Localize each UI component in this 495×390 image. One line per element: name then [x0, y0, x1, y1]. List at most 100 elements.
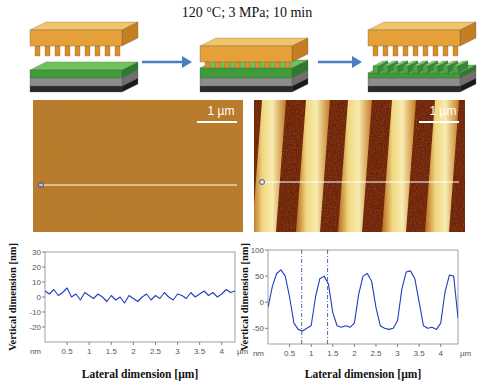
- profile-line: [45, 288, 235, 303]
- afm-texture: [254, 100, 465, 232]
- y-tick-label: 30: [32, 248, 41, 257]
- stack-after: [368, 22, 476, 92]
- mold-tooth: [453, 46, 458, 56]
- y-tick: [265, 276, 268, 277]
- polymer-ridge-front: [393, 66, 398, 73]
- afm-stripe: [382, 100, 416, 232]
- mold-tooth: [245, 62, 250, 68]
- x-axis-title: Lateral dimension [µm]: [82, 368, 199, 381]
- base-front: [368, 86, 460, 92]
- polymer-ridge-side: [378, 61, 388, 73]
- arrow-shaft: [142, 61, 184, 64]
- substrate-front: [30, 78, 122, 86]
- mold-side: [460, 22, 476, 46]
- x-tick-label: 4: [439, 349, 444, 358]
- mold-tooth: [95, 46, 100, 56]
- x-tick-label: 1.5: [106, 347, 118, 356]
- x-tick: [89, 342, 90, 345]
- y-tick-label: 100: [251, 246, 265, 255]
- scan-line: [39, 185, 237, 186]
- polymer-ridge-side: [438, 61, 448, 73]
- scan-line: [260, 182, 459, 183]
- y-tick: [42, 327, 45, 328]
- mold-tooth: [383, 46, 388, 56]
- schematic: 120 °C; 3 MPa; 10 min: [30, 5, 476, 92]
- x-tick: [177, 342, 178, 345]
- base-top: [368, 78, 476, 86]
- afm-background: [33, 100, 243, 232]
- polymer-ridge-front: [443, 66, 448, 73]
- x-tick: [221, 342, 222, 345]
- mold-tooth: [393, 46, 398, 56]
- condition: 120 °C; 3 MPa; 10 min: [182, 5, 312, 20]
- x-tick-label: 0.5: [284, 349, 296, 358]
- mold-tooth: [413, 46, 418, 56]
- y-tick-label: 0: [260, 298, 265, 307]
- x-tick-label: 2: [131, 347, 136, 356]
- x-tick-label: 2.5: [150, 347, 162, 356]
- mold-tooth: [423, 46, 428, 56]
- x-tick-label: 1: [309, 349, 314, 358]
- y-axis-title: Vertical dimension [nm]: [7, 243, 18, 351]
- mold-tooth: [75, 46, 80, 56]
- y-tick-label: 10: [32, 278, 41, 287]
- y-tick-label: 0: [37, 293, 42, 302]
- mold-tooth: [85, 46, 90, 56]
- y-tick: [42, 312, 45, 313]
- x-tick: [155, 342, 156, 345]
- mold-side: [122, 22, 138, 46]
- mold-tooth: [205, 62, 210, 68]
- base-front: [200, 86, 292, 92]
- x-tick: [332, 344, 333, 347]
- substrate-front: [368, 78, 460, 86]
- x-tick: [67, 342, 68, 345]
- scan-marker: [260, 180, 265, 185]
- x-tick: [289, 344, 290, 347]
- polymer-side: [122, 62, 138, 78]
- x-tick: [440, 344, 441, 347]
- y-tick: [265, 328, 268, 329]
- y-unit: nm: [253, 349, 264, 358]
- mold-side: [292, 38, 308, 62]
- data-group: [45, 288, 235, 303]
- y-tick-label: 20: [32, 263, 41, 272]
- x-tick: [397, 344, 398, 347]
- x-tick-label: 3: [395, 349, 400, 358]
- y-tick: [42, 297, 45, 298]
- x-axis-title: Lateral dimension [µm]: [305, 368, 422, 381]
- mold-front: [368, 30, 460, 46]
- polymer-ridge-side: [418, 61, 428, 73]
- x-tick-label: 2.5: [370, 349, 382, 358]
- x-tick-label: 2: [352, 349, 357, 358]
- x-tick: [133, 342, 134, 345]
- polymer-ridge-front: [373, 66, 378, 73]
- polymer-front: [30, 70, 122, 78]
- x-tick-label: 4: [220, 347, 225, 356]
- cursor: [327, 250, 328, 344]
- substrate-top: [30, 70, 138, 78]
- mold-tooth: [45, 46, 50, 56]
- mold-top: [368, 22, 476, 30]
- mold-tooth: [105, 46, 110, 56]
- stack-pressed: [200, 38, 308, 92]
- polymer-ridge-side: [408, 61, 418, 73]
- polymer-front: [200, 68, 292, 78]
- mold-tooth: [115, 46, 120, 56]
- polymer-ridge-front: [423, 66, 428, 73]
- scan-marker: [39, 183, 44, 188]
- substrate-front: [200, 78, 292, 86]
- arrow-head: [352, 56, 362, 68]
- x-tick: [199, 342, 200, 345]
- base-front: [30, 86, 122, 92]
- mold-tooth: [215, 62, 220, 68]
- polymer-top: [30, 62, 138, 70]
- y-unit: nm: [30, 347, 41, 356]
- base-top: [30, 78, 138, 86]
- mold-tooth: [265, 62, 270, 68]
- y-tick: [265, 302, 268, 303]
- mold-front: [200, 46, 292, 62]
- afm-grating: [254, 100, 465, 232]
- scale-bar: [419, 121, 459, 123]
- y-axis-title: Vertical dimension [nm]: [239, 243, 250, 351]
- mold-tooth: [403, 46, 408, 56]
